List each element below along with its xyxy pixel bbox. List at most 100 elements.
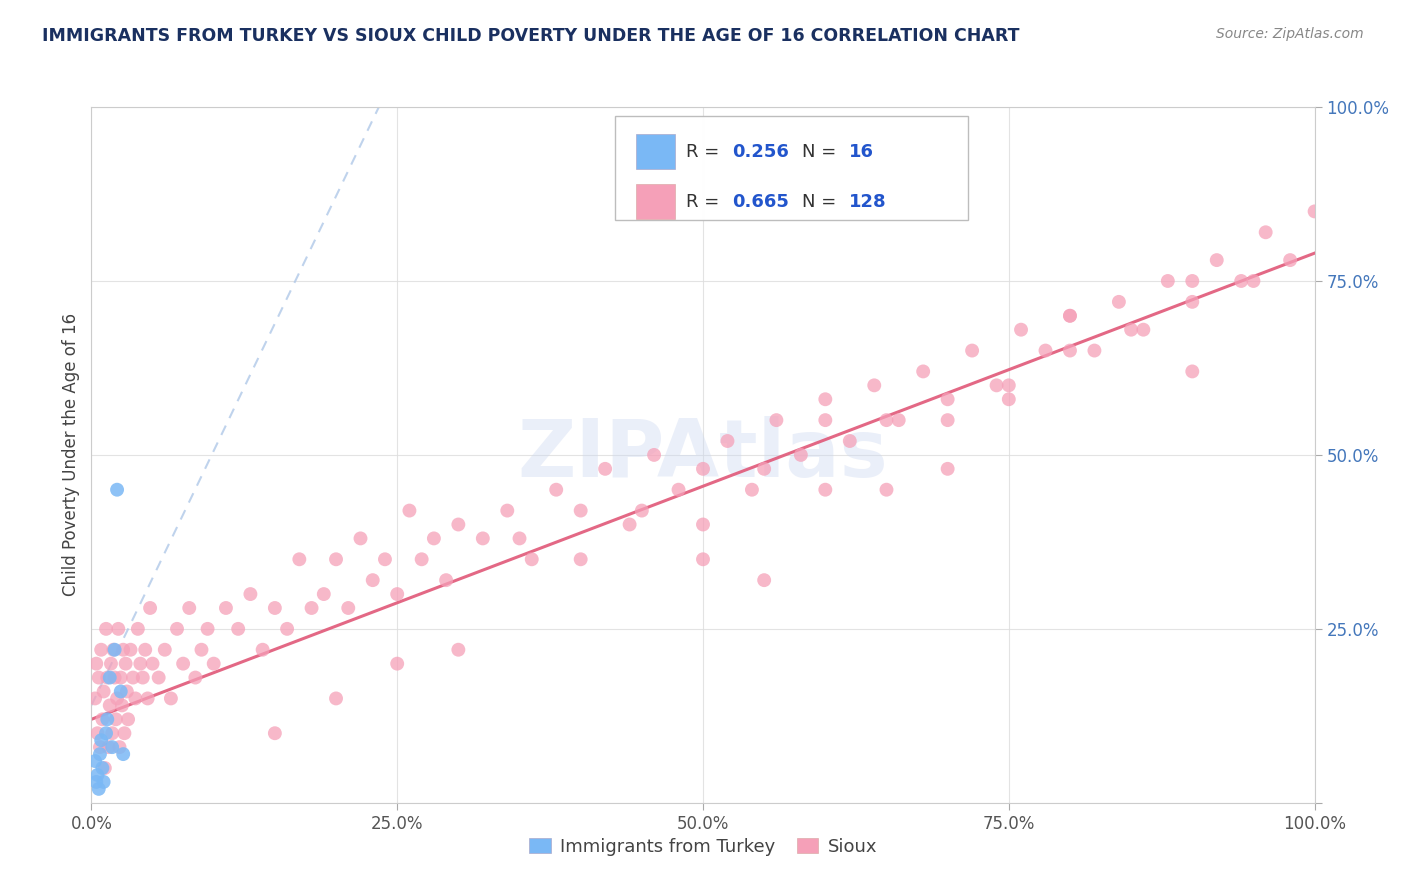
- Point: [276, 622, 298, 636]
- Point: [104, 712, 127, 726]
- Point: [94, 726, 117, 740]
- Point: [288, 552, 311, 566]
- Text: 128: 128: [849, 193, 886, 211]
- Point: [692, 552, 714, 566]
- Point: [301, 601, 323, 615]
- Point: [619, 517, 641, 532]
- Point: [863, 378, 886, 392]
- Point: [104, 671, 127, 685]
- Point: [1132, 323, 1154, 337]
- Text: R =: R =: [686, 143, 725, 161]
- Point: [90, 733, 112, 747]
- Point: [132, 671, 155, 685]
- Text: 16: 16: [849, 143, 873, 161]
- Point: [337, 601, 360, 615]
- Point: [447, 642, 470, 657]
- Point: [1181, 294, 1204, 309]
- FancyBboxPatch shape: [636, 134, 675, 169]
- Point: [1254, 225, 1277, 239]
- Point: [569, 503, 592, 517]
- Point: [875, 483, 898, 497]
- Point: [716, 434, 738, 448]
- Point: [122, 671, 145, 685]
- Text: IMMIGRANTS FROM TURKEY VS SIOUX CHILD POVERTY UNDER THE AGE OF 16 CORRELATION CH: IMMIGRANTS FROM TURKEY VS SIOUX CHILD PO…: [42, 27, 1019, 45]
- Point: [184, 671, 207, 685]
- Point: [104, 642, 127, 657]
- Point: [103, 642, 125, 657]
- Point: [97, 740, 120, 755]
- Point: [790, 448, 813, 462]
- Point: [1083, 343, 1105, 358]
- Point: [153, 642, 176, 657]
- Point: [264, 726, 287, 740]
- Point: [1205, 253, 1227, 268]
- Point: [94, 622, 117, 636]
- Point: [471, 532, 494, 546]
- Text: R =: R =: [686, 193, 725, 211]
- Point: [215, 601, 238, 615]
- Point: [631, 503, 654, 517]
- Point: [1108, 294, 1130, 309]
- Point: [312, 587, 335, 601]
- Point: [120, 642, 142, 657]
- Point: [264, 601, 287, 615]
- Point: [93, 775, 115, 789]
- Point: [87, 781, 110, 796]
- Point: [754, 573, 776, 587]
- Point: [1035, 343, 1057, 358]
- Point: [105, 483, 128, 497]
- Point: [93, 684, 115, 698]
- Text: N =: N =: [801, 143, 842, 161]
- Point: [593, 462, 616, 476]
- Point: [86, 726, 108, 740]
- Point: [96, 712, 118, 726]
- Point: [434, 573, 457, 587]
- Point: [166, 622, 188, 636]
- Point: [96, 671, 118, 685]
- Point: [197, 622, 219, 636]
- Point: [385, 587, 409, 601]
- Point: [1181, 364, 1204, 378]
- Point: [84, 691, 107, 706]
- Point: [239, 587, 262, 601]
- Point: [134, 642, 156, 657]
- Point: [252, 642, 274, 657]
- Point: [105, 691, 128, 706]
- Point: [172, 657, 194, 671]
- Point: [398, 503, 420, 517]
- Point: [325, 552, 347, 566]
- Point: [692, 462, 714, 476]
- Point: [100, 657, 122, 671]
- Point: [423, 532, 446, 546]
- Point: [1059, 309, 1081, 323]
- Point: [569, 552, 592, 566]
- Point: [112, 747, 135, 761]
- Text: 0.665: 0.665: [733, 193, 789, 211]
- Point: [411, 552, 433, 566]
- Point: [741, 483, 763, 497]
- Point: [84, 775, 107, 789]
- Point: [643, 448, 665, 462]
- Point: [814, 392, 837, 407]
- Point: [202, 657, 225, 671]
- Point: [814, 413, 837, 427]
- Point: [91, 712, 114, 726]
- Point: [101, 726, 124, 740]
- Point: [117, 712, 139, 726]
- Point: [110, 671, 132, 685]
- Point: [349, 532, 371, 546]
- FancyBboxPatch shape: [636, 185, 675, 219]
- Point: [160, 691, 183, 706]
- Point: [115, 684, 138, 698]
- Point: [190, 642, 212, 657]
- Point: [1059, 309, 1081, 323]
- Point: [546, 483, 568, 497]
- Point: [101, 740, 124, 755]
- Point: [960, 343, 983, 358]
- Point: [112, 726, 135, 740]
- Point: [998, 378, 1021, 392]
- Point: [179, 601, 201, 615]
- Point: [107, 622, 129, 636]
- Point: [998, 392, 1021, 407]
- Point: [91, 761, 114, 775]
